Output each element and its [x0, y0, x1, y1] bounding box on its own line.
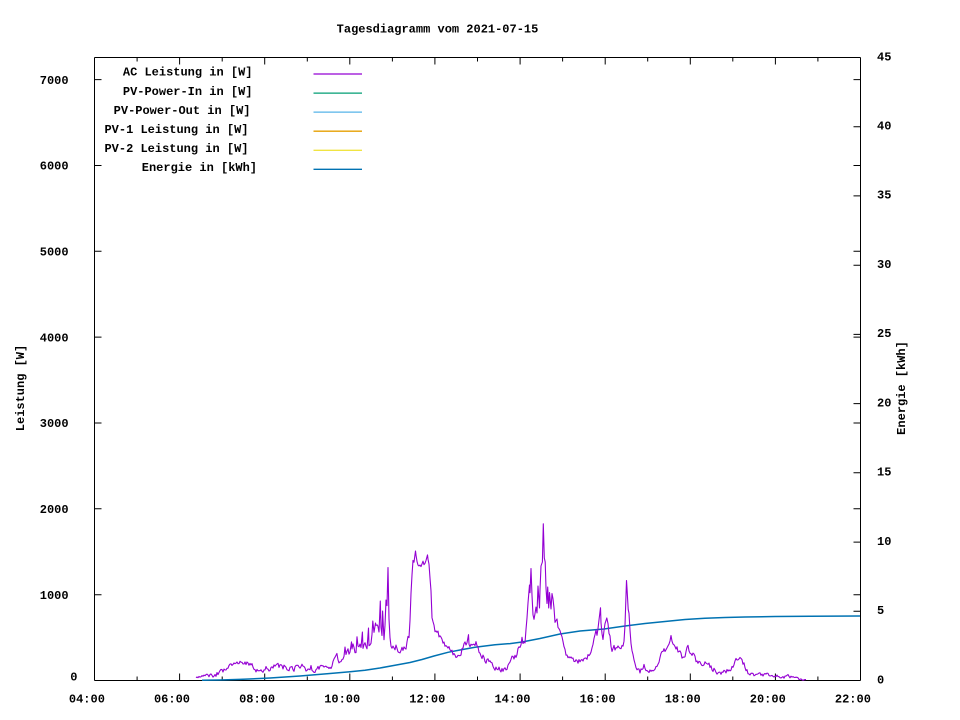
- svg-text:7000: 7000: [40, 74, 69, 88]
- svg-text:4000: 4000: [40, 331, 69, 345]
- svg-text:Leistung [W]: Leistung [W]: [14, 345, 28, 431]
- svg-text:PV-1 Leistung in [W]: PV-1 Leistung in [W]: [104, 123, 248, 137]
- svg-text:Energie [kWh]: Energie [kWh]: [895, 341, 909, 435]
- svg-text:15: 15: [877, 466, 891, 480]
- svg-text:12:00: 12:00: [409, 693, 445, 707]
- svg-text:10:00: 10:00: [324, 693, 360, 707]
- svg-text:18:00: 18:00: [665, 693, 701, 707]
- svg-text:10: 10: [877, 535, 891, 549]
- svg-text:Energie in [kWh]: Energie in [kWh]: [142, 161, 257, 175]
- svg-text:20: 20: [877, 396, 891, 410]
- svg-text:2000: 2000: [40, 503, 69, 517]
- svg-text:6000: 6000: [40, 160, 69, 174]
- svg-text:45: 45: [877, 50, 891, 64]
- svg-text:40: 40: [877, 120, 891, 134]
- svg-text:06:00: 06:00: [154, 693, 190, 707]
- svg-text:22:00: 22:00: [835, 693, 871, 707]
- svg-text:08:00: 08:00: [239, 693, 275, 707]
- svg-text:Tagesdiagramm vom 2021-07-15: Tagesdiagramm vom 2021-07-15: [337, 23, 539, 37]
- svg-text:5000: 5000: [40, 246, 69, 260]
- svg-text:0: 0: [877, 673, 884, 687]
- svg-text:1000: 1000: [40, 589, 69, 603]
- svg-text:14:00: 14:00: [494, 693, 530, 707]
- svg-text:04:00: 04:00: [69, 693, 105, 707]
- svg-text:PV-Power-Out in [W]: PV-Power-Out in [W]: [114, 104, 251, 118]
- svg-text:AC Leistung in [W]: AC Leistung in [W]: [123, 66, 253, 80]
- svg-text:PV-Power-In in [W]: PV-Power-In in [W]: [123, 85, 253, 99]
- svg-text:16:00: 16:00: [580, 693, 616, 707]
- svg-text:0: 0: [70, 670, 77, 684]
- svg-text:20:00: 20:00: [750, 693, 786, 707]
- svg-text:30: 30: [877, 258, 891, 272]
- svg-text:PV-2 Leistung in [W]: PV-2 Leistung in [W]: [104, 142, 248, 156]
- svg-text:5: 5: [877, 604, 884, 618]
- svg-text:35: 35: [877, 189, 891, 203]
- svg-text:25: 25: [877, 327, 891, 341]
- svg-text:3000: 3000: [40, 417, 69, 431]
